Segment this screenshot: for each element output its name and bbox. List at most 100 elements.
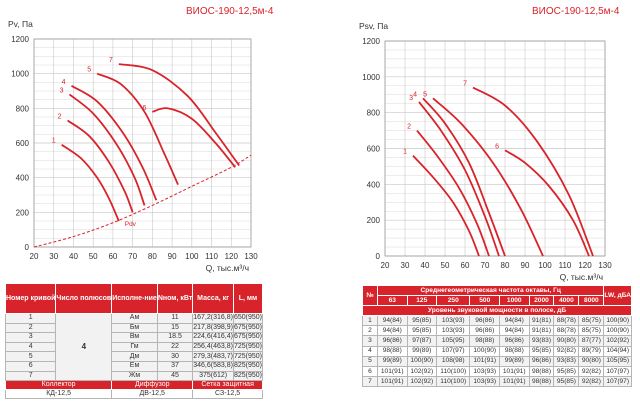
- sound-row: 5 99(89) 100(90) 108(98) 101(91) 99(89) 96(86)…: [362, 355, 632, 367]
- sound-freq-header: 4000: [553, 295, 580, 306]
- sound-cell: 4: [362, 345, 378, 357]
- right-x-tick: 60: [461, 261, 470, 270]
- specs-cell: 675(950): [232, 332, 263, 343]
- sound-cell: 91(81): [528, 314, 555, 327]
- specs-cell: 11: [156, 313, 194, 324]
- sound-freq-header: 63: [377, 295, 408, 306]
- sound-cell: 96(86): [528, 355, 555, 367]
- right-x-tick: 30: [401, 261, 410, 270]
- right-x-tick: 50: [441, 261, 450, 270]
- specs-cell: 30: [156, 351, 194, 362]
- specs-header-curve: Номер кривой: [4, 283, 57, 314]
- left-series-7: [118, 63, 240, 167]
- left-series-3: [68, 93, 146, 206]
- right-series-4: [422, 97, 506, 257]
- sound-cell: 107(97): [603, 376, 632, 388]
- left-y-tick: 200: [16, 208, 30, 217]
- right-x-tick: 130: [598, 261, 612, 270]
- sound-cell: 110(100): [436, 376, 471, 388]
- sound-cell: 1: [362, 314, 378, 327]
- specs-cell: 224,6(416,4): [192, 332, 234, 343]
- sound-cell: 89(79): [578, 345, 605, 357]
- sound-freq-header: 125: [406, 295, 438, 306]
- accessories-header-row: Коллектор Диффузор Сетка защитная: [4, 380, 263, 391]
- sound-freq-header: 8000: [578, 295, 605, 306]
- right-x-tick: 120: [578, 261, 592, 270]
- sound-cell: 103(93): [436, 325, 471, 337]
- specs-cell: 45: [156, 370, 194, 382]
- sound-cell: 104(94): [603, 345, 632, 357]
- right-curve-label-7: 7: [463, 81, 467, 88]
- right-x-tick: 20: [381, 261, 390, 270]
- sound-cell: 103(93): [469, 376, 500, 388]
- left-x-tick: 120: [225, 252, 239, 261]
- specs-cell: 256,4(463,8): [192, 341, 234, 353]
- right-x-tick: 110: [559, 261, 572, 270]
- accessories-value-collector: КД-12,5: [4, 389, 113, 400]
- sound-cell: 87(77): [578, 335, 605, 347]
- right-series-6: [504, 149, 590, 257]
- specs-cell: 375(612): [192, 370, 234, 382]
- sound-cell: 94(84): [499, 325, 530, 337]
- left-x-tick: 80: [148, 252, 157, 261]
- accessories-header-collector: Коллектор: [4, 380, 113, 391]
- sound-header-freqs: 63 125 250 500 1000 2000 4000 8000: [363, 295, 632, 306]
- specs-cell: 4: [4, 341, 57, 353]
- sound-cell: 107(97): [436, 345, 471, 357]
- specs-row: 6 Ем 37 346,6(583,8) 825(950): [4, 360, 263, 372]
- specs-poles-cell: 4: [55, 312, 113, 382]
- right-chart-title: ВИОС-190-12,5м-4: [532, 6, 620, 17]
- specs-cell: Жм: [111, 370, 158, 382]
- sound-cell: 110(100): [436, 365, 471, 378]
- specs-cell: 3: [4, 332, 57, 343]
- specs-cell: 675(950): [232, 322, 263, 334]
- left-series-1: [61, 143, 120, 222]
- specs-row: 7 Жм 45 375(612) 825(950): [4, 370, 263, 382]
- specs-header-power: Nном, кВт: [156, 283, 194, 314]
- sound-header-lw: LW, дБА: [603, 285, 632, 306]
- specs-cell: 725(950): [232, 351, 263, 362]
- sound-cell: 6: [362, 365, 378, 378]
- accessories-values-row: КД-12,5 ДВ-12,5 СЗ-12,5: [4, 389, 263, 400]
- sound-cell: 5: [362, 355, 378, 367]
- sound-cell: 98(88): [528, 376, 555, 388]
- specs-cell: 825(950): [232, 360, 263, 372]
- specs-cell: Ем: [111, 360, 158, 372]
- sound-cell: 99(89): [499, 355, 530, 367]
- sound-cell: 103(93): [436, 314, 471, 327]
- sound-cell: 96(86): [499, 335, 530, 347]
- sound-row: 2 94(84) 95(85) 103(93) 96(86) 94(84) 91(81) 88…: [362, 325, 632, 337]
- left-x-tick: 110: [205, 252, 218, 261]
- sound-cell: 101(91): [377, 376, 408, 388]
- left-dyn-label: Pdv: [125, 221, 137, 228]
- right-curve-label-4: 4: [413, 91, 417, 98]
- sound-cell: 88(78): [553, 314, 580, 327]
- sound-row: 7 101(91) 102(92) 110(100) 103(93) 101(91) 98(…: [362, 376, 632, 388]
- accessories-value-diffuser: ДВ-12,5: [111, 389, 194, 400]
- sound-cell: 105(95): [603, 355, 632, 367]
- sound-cell: 107(97): [603, 365, 632, 378]
- specs-cell: 725(950): [232, 341, 263, 353]
- sound-cell: 90(80): [578, 355, 605, 367]
- specs-table: Номер кривой Число полюсов Исполне-ние N…: [4, 283, 263, 400]
- sound-cell: 90(80): [553, 335, 580, 347]
- specs-header-row: Номер кривой Число полюсов Исполне-ние N…: [4, 283, 263, 314]
- sound-row: 4 98(88) 99(89) 107(97) 100(90) 98(88) 95(85) 9…: [362, 345, 632, 357]
- specs-cell: 650(950): [232, 313, 263, 324]
- right-y-axis-label: Psv, Па: [359, 21, 388, 31]
- specs-row: 5 Дм 30 279,3(483,7) 725(950): [4, 351, 263, 362]
- right-y-tick: 200: [367, 216, 381, 225]
- sound-cell: 99(89): [406, 345, 438, 357]
- sound-cell: 88(78): [553, 325, 580, 337]
- right-x-axis-label: Q, тыс.м³/ч: [560, 272, 603, 282]
- left-curve-label-1: 1: [52, 138, 56, 145]
- right-curve-label-1: 1: [403, 149, 407, 156]
- sound-cell: 95(85): [528, 345, 555, 357]
- sound-row: 3 96(86) 97(87) 105(95) 98(88) 96(86) 93(83) 90…: [362, 335, 632, 347]
- sound-level-header: Уровень звуковой мощности в полосе, дБ: [362, 305, 632, 316]
- specs-cell: 15: [156, 322, 194, 334]
- specs-cell: 5: [4, 351, 57, 362]
- left-y-tick: 1000: [11, 70, 29, 79]
